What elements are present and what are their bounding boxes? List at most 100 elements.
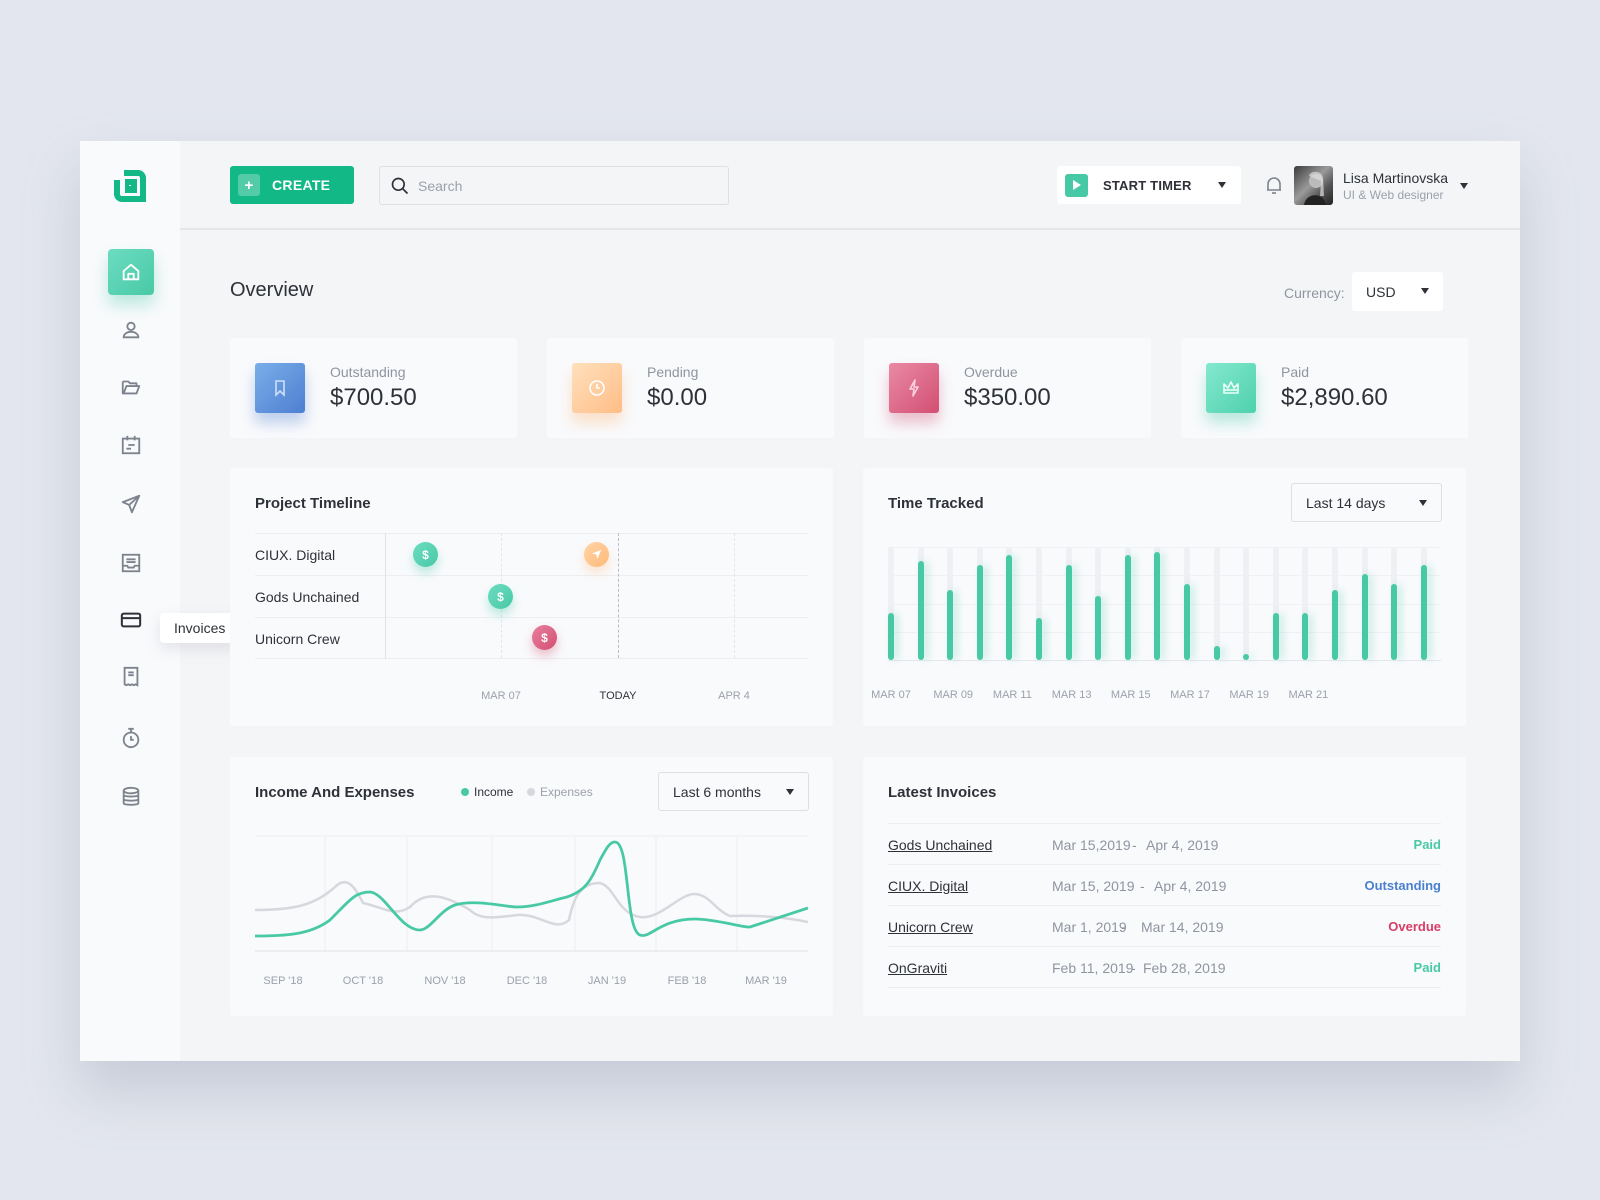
payment-event-dot[interactable]: $ [413, 542, 438, 567]
time-range-dropdown[interactable]: Last 14 days [1291, 483, 1442, 522]
axis-label: APR 4 [718, 690, 750, 702]
sent-event-dot[interactable] [584, 542, 609, 567]
bar-track[interactable] [1391, 547, 1398, 660]
stat-value: $2,890.60 [1281, 384, 1388, 411]
invoice-row[interactable]: Gods Unchained Mar 15,2019- Apr 4, 2019 Pai… [888, 823, 1441, 865]
calendar-icon [121, 435, 141, 455]
legend-dot-icon [527, 788, 535, 796]
receipt-icon [123, 666, 139, 687]
search-input[interactable] [418, 177, 718, 194]
chevron-down-icon [786, 789, 794, 795]
payment-event-dot[interactable]: $ [532, 625, 557, 650]
bar-track[interactable] [1332, 547, 1338, 660]
bar [1243, 654, 1250, 660]
bar-track[interactable] [1213, 547, 1220, 660]
stat-card-pending[interactable]: Pending $0.00 [547, 338, 834, 438]
bar-track[interactable] [917, 547, 924, 660]
bar-track[interactable] [1065, 547, 1072, 660]
sidebar-item-invoices[interactable] [108, 597, 154, 643]
invoice-row[interactable]: Unicorn Crew Mar 1, 2019- Mar 14, 2019 Over… [888, 905, 1441, 947]
user-name: Lisa Martinovska [1343, 170, 1449, 186]
invoice-row[interactable]: CIUX. Digital Mar 15, 2019- Apr 4, 2019 Out… [888, 864, 1441, 906]
stat-card-outstanding[interactable]: Outstanding $700.50 [230, 338, 517, 438]
stat-value: $350.00 [964, 384, 1051, 411]
sidebar-item-timer[interactable] [108, 715, 154, 761]
sidebar-item-receipts[interactable] [108, 654, 154, 700]
status-badge: Overdue [1388, 919, 1441, 934]
sidebar-item-database[interactable] [108, 774, 154, 820]
bar-track[interactable] [1302, 547, 1309, 660]
legend-expenses[interactable]: Expenses [527, 785, 593, 799]
bar-track[interactable] [1095, 547, 1102, 660]
axis-label: MAR 19 [1229, 689, 1270, 701]
invoice-row[interactable]: OnGraviti Feb 11, 2019- Feb 28, 2019 Paid [888, 946, 1441, 988]
bar-track[interactable] [1154, 547, 1161, 660]
bar-track[interactable] [1361, 547, 1368, 660]
stat-card-paid[interactable]: Paid $2,890.60 [1181, 338, 1468, 438]
sidebar-item-send[interactable] [108, 481, 154, 527]
send-icon [121, 494, 141, 514]
legend-label: Income [474, 785, 514, 799]
axis-label: MAR 07 [871, 689, 911, 701]
bar-track[interactable] [976, 547, 983, 660]
bar-track[interactable] [1420, 547, 1427, 660]
currency-select[interactable]: USD [1352, 272, 1443, 311]
bar [1184, 584, 1190, 660]
start-timer-button[interactable]: START TIMER [1057, 166, 1241, 204]
bar [947, 589, 954, 660]
invoice-client-link[interactable]: Unicorn Crew [888, 919, 973, 935]
invoice-client-link[interactable]: Gods Unchained [888, 837, 993, 853]
bar [1124, 554, 1131, 660]
invoice-client-link[interactable]: CIUX. Digital [888, 878, 969, 894]
sidebar-item-projects[interactable] [108, 364, 154, 410]
bar-track[interactable] [947, 547, 954, 660]
axis-label-today: TODAY [599, 690, 637, 702]
bar-track[interactable] [1184, 547, 1190, 660]
sidebar-item-calendar[interactable] [108, 422, 154, 468]
sidebar-item-home[interactable] [108, 249, 154, 295]
invoice-end-date: Apr 4, 2019 [1146, 837, 1219, 853]
bar [976, 565, 983, 660]
notification-bell-icon[interactable] [1265, 175, 1283, 195]
stat-card-overdue[interactable]: Overdue $350.00 [864, 338, 1151, 438]
status-badge: Paid [1413, 837, 1441, 852]
sidebar: Invoices [80, 141, 240, 1061]
sidebar-item-inbox[interactable] [108, 540, 154, 586]
bar [1420, 565, 1427, 660]
avatar[interactable] [1294, 166, 1333, 205]
bar-track[interactable] [1006, 547, 1013, 660]
gridline-apr4 [734, 533, 735, 658]
bar-track[interactable] [1124, 547, 1131, 660]
invoice-client-link[interactable]: OnGraviti [888, 960, 948, 976]
panel-title: Time Tracked [888, 495, 984, 512]
stat-label: Outstanding [330, 364, 406, 380]
bar [1006, 554, 1013, 660]
gridline-today [618, 533, 619, 658]
bar [1213, 646, 1220, 660]
invoices-tooltip: Invoices [160, 613, 240, 643]
timeline-row-name: Unicorn Crew [255, 631, 340, 647]
time-tracked-panel: Time Tracked Last 14 days MAR 07 MAR 09 MA… [863, 468, 1466, 726]
legend-income[interactable]: Income [461, 785, 513, 799]
search-box[interactable] [379, 166, 729, 205]
bar-track[interactable] [1036, 547, 1042, 660]
brand-logo-icon[interactable] [110, 166, 150, 206]
bar-track[interactable] [888, 547, 894, 660]
bar [1361, 574, 1368, 660]
invoice-end-date: Apr 4, 2019 [1154, 878, 1227, 894]
timer-dropdown-caret-icon[interactable] [1218, 182, 1226, 188]
expenses-line [255, 880, 808, 926]
invoice-start-date: Feb 11, 2019 [1052, 960, 1134, 976]
bar [888, 612, 894, 660]
create-button[interactable]: + CREATE [230, 166, 354, 204]
user-menu-caret-icon[interactable] [1460, 183, 1468, 189]
sidebar-item-clients[interactable] [108, 307, 154, 353]
bar-track[interactable] [1243, 547, 1250, 660]
bar [1065, 565, 1072, 660]
date-separator: - [1131, 960, 1136, 976]
axis-label: DEC '18 [506, 975, 548, 987]
payment-event-dot[interactable]: $ [488, 584, 513, 609]
axis-label: JAN '19 [587, 975, 627, 987]
bar-track[interactable] [1272, 547, 1279, 660]
income-range-dropdown[interactable]: Last 6 months [658, 772, 809, 811]
